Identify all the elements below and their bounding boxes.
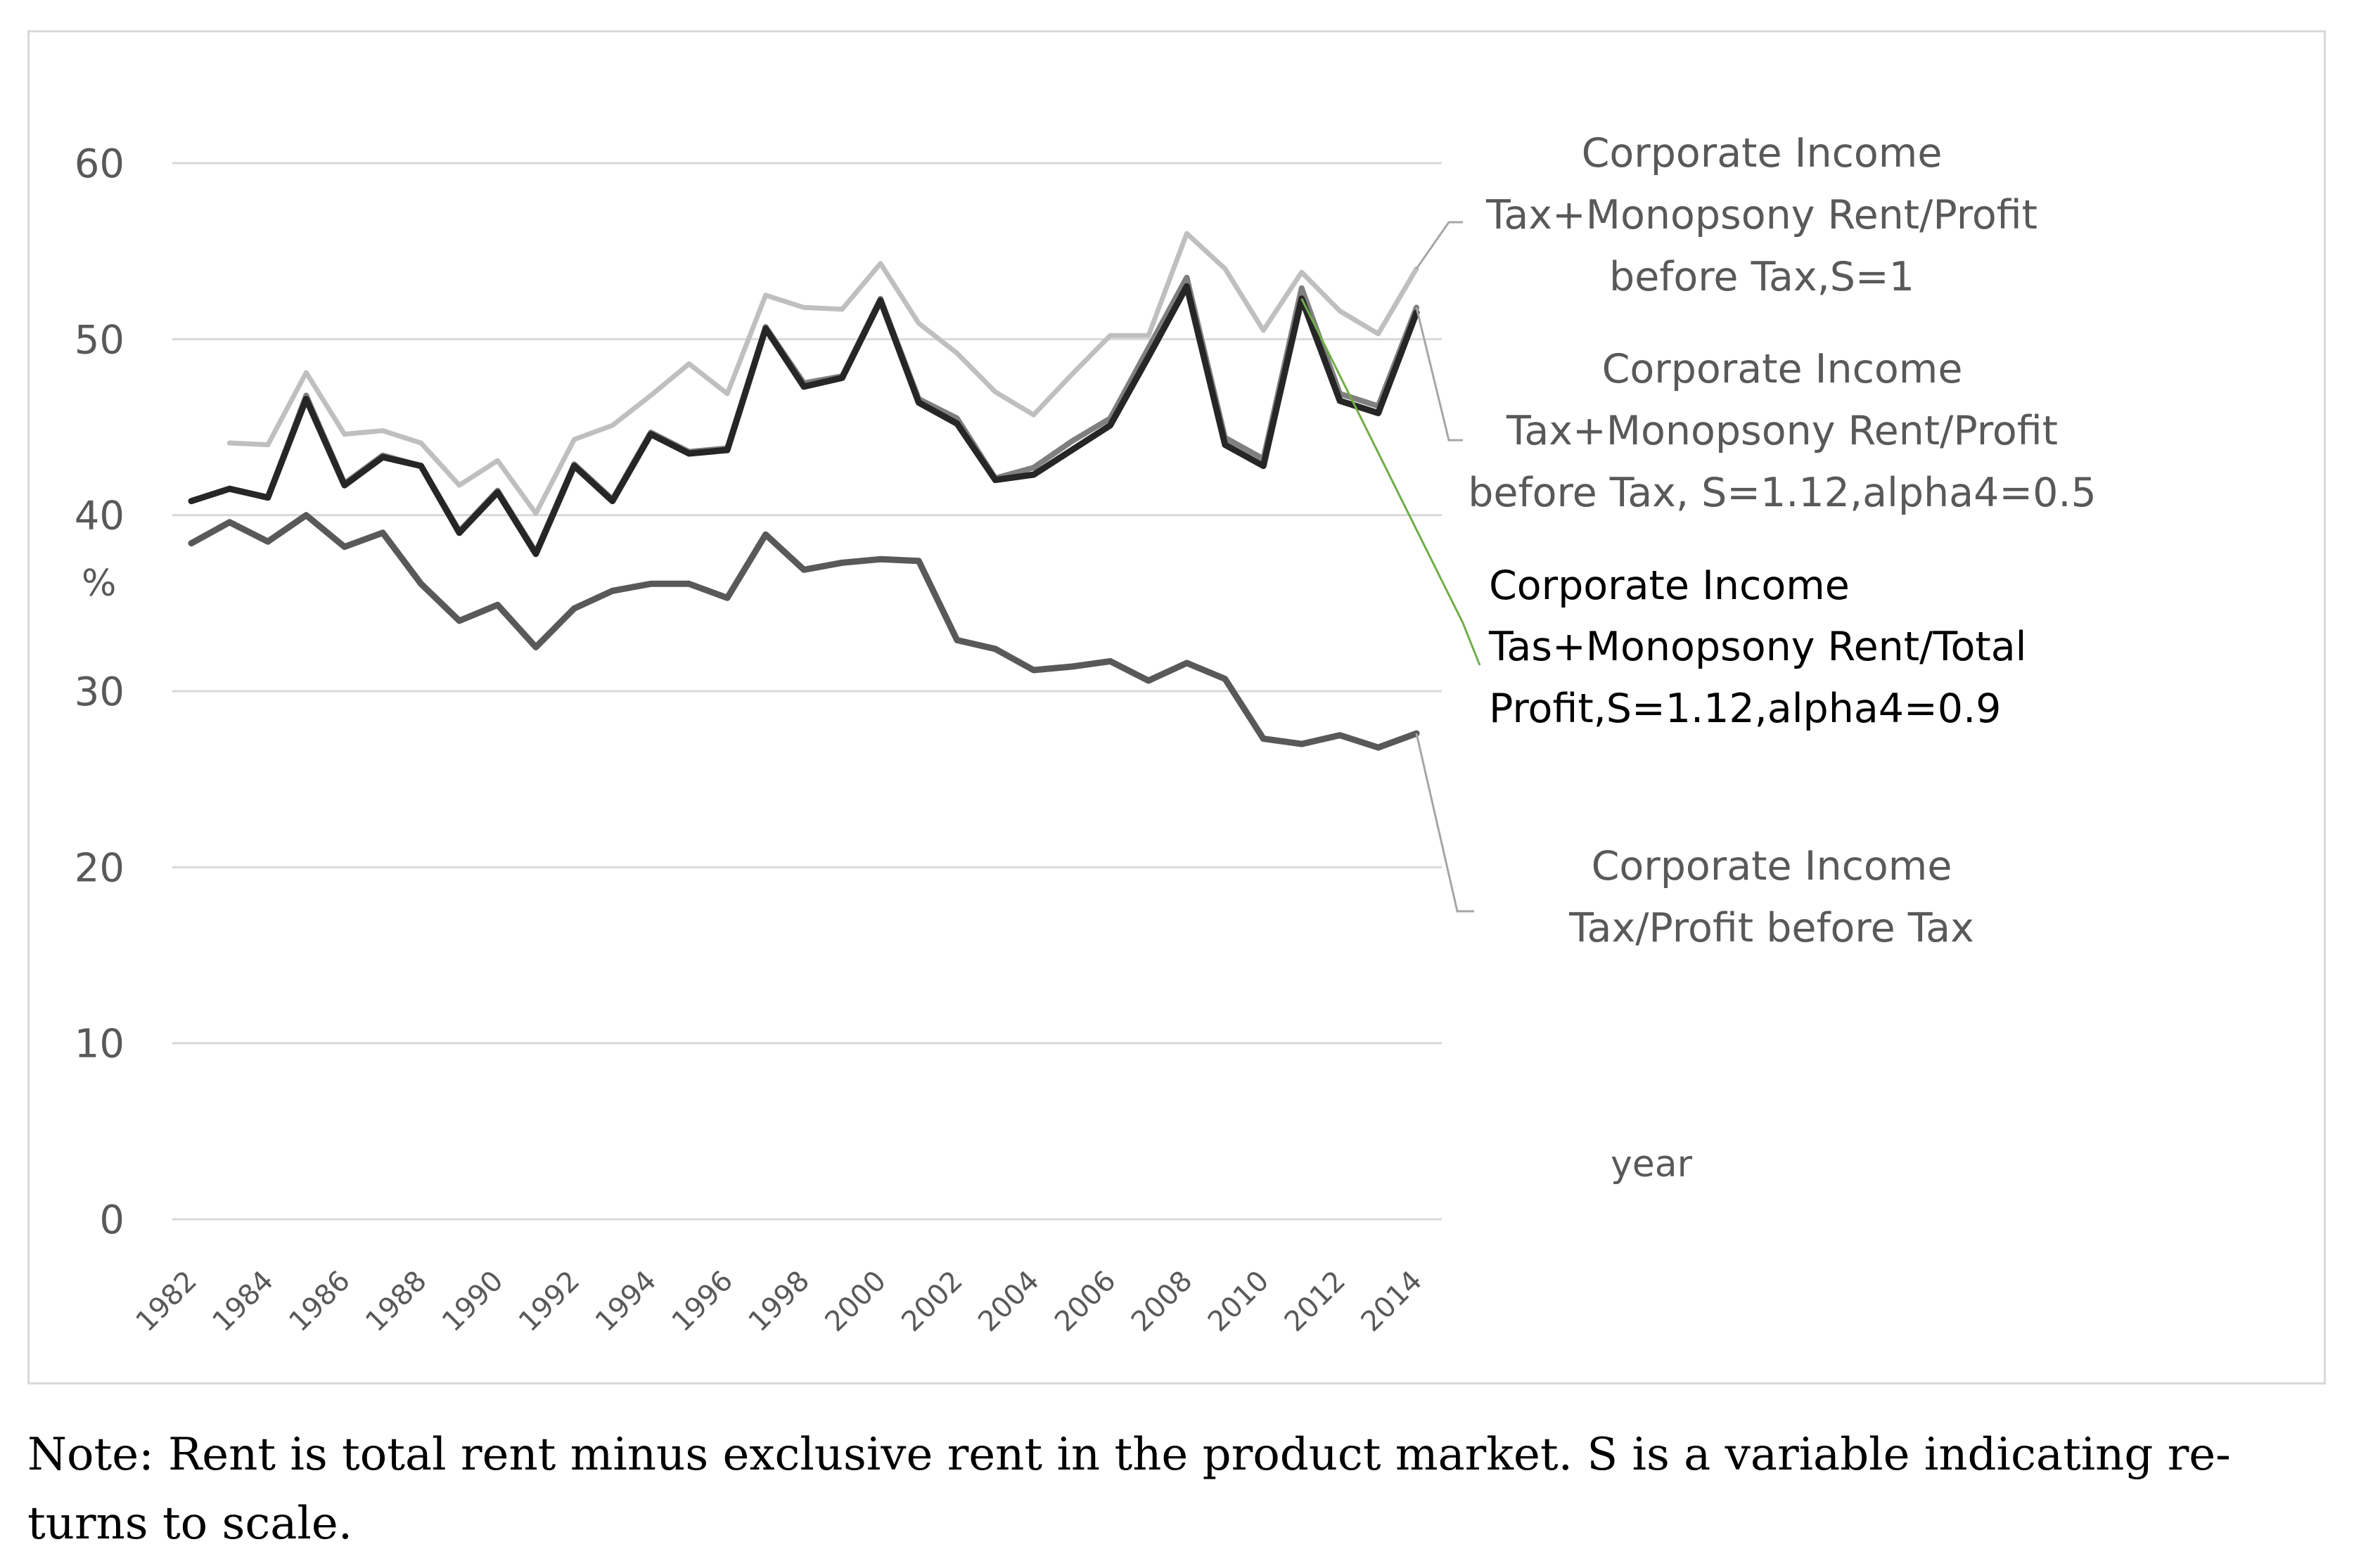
x-tick-1992: 1992 (513, 1265, 587, 1339)
legend-series-2-line-1: Corporate Income (1602, 346, 1963, 392)
legend-series-1-line-1: Corporate Income (1582, 130, 1943, 176)
y-tick-0: 0 (99, 1197, 124, 1243)
legend-series-1: Corporate Income Tax+Monopsony Rent/Prof… (1485, 130, 2038, 300)
leader-series-1 (1415, 221, 1463, 270)
legend-series-3-line-1: Corporate Income (1489, 563, 1850, 609)
x-tick-1998: 1998 (743, 1265, 817, 1339)
legend-series-3: Corporate Income Tas+Monopsony Rent/Tota… (1488, 563, 2026, 732)
x-axis-label: year (1611, 1143, 1693, 1185)
legend-series-4-line-2: Tax/Profit before Tax (1568, 905, 1974, 951)
note-line-1: Note: Rent is total rent minus exclusive… (27, 1429, 2231, 1481)
legend-series-3-line-3: Profit,S=1.12,alpha4=0.9 (1489, 686, 2001, 732)
x-tick-1982: 1982 (130, 1265, 204, 1339)
x-tick-2012: 2012 (1279, 1265, 1352, 1339)
x-tick-1984: 1984 (206, 1265, 280, 1339)
series-lines (188, 231, 1420, 751)
y-tick-labels: 0 10 20 30 40 50 60 (75, 141, 124, 1243)
x-tick-1990: 1990 (436, 1265, 510, 1339)
y-tick-20: 20 (75, 845, 124, 891)
legend-leader-lines (1300, 221, 1481, 913)
gridlines (172, 162, 1442, 1221)
x-tick-2006: 2006 (1049, 1265, 1122, 1339)
x-tick-2008: 2008 (1125, 1265, 1199, 1339)
series-line-2 (188, 274, 1419, 555)
y-tick-40: 40 (75, 494, 124, 539)
series-line-4 (188, 512, 1420, 751)
y-axis-label: % (82, 563, 116, 605)
x-tick-2004: 2004 (972, 1265, 1046, 1339)
legend-series-2-line-2: Tax+Monopsony Rent/Profit (1506, 408, 2058, 454)
legend-series-3-line-2: Tas+Monopsony Rent/Total (1488, 624, 2026, 670)
x-tick-1986: 1986 (283, 1265, 357, 1339)
note-line-2: turns to scale. (27, 1498, 353, 1550)
x-tick-2014: 2014 (1355, 1265, 1429, 1339)
legend-series-2: Corporate Income Tax+Monopsony Rent/Prof… (1468, 346, 2097, 516)
series-line-1 (226, 231, 1419, 516)
legend-series-2-line-3: before Tax, S=1.12,alpha4=0.5 (1468, 470, 2097, 516)
x-tick-2010: 2010 (1202, 1265, 1276, 1339)
legend-series-1-line-3: before Tax,S=1 (1609, 254, 1914, 300)
legend-series-4-line-1: Corporate Income (1592, 843, 1952, 889)
legend-series-4: Corporate Income Tax/Profit before Tax (1568, 843, 1974, 951)
chart-frame: 0 10 20 30 40 50 60 1982 1984 1986 1988 1990 1992 19… (27, 30, 2326, 1384)
leader-series-4 (1415, 733, 1474, 913)
leader-series-3 (1300, 298, 1481, 666)
figure-note: Note: Rent is total rent minus exclusive… (27, 1420, 2243, 1558)
series-line-3 (188, 283, 1420, 558)
legend-series-1-line-2: Tax+Monopsony Rent/Profit (1485, 192, 2038, 238)
y-tick-50: 50 (75, 317, 124, 363)
x-tick-labels: 1982 1984 1986 1988 1990 1992 1994 1996 1998 2000… (130, 1265, 1429, 1339)
x-tick-2002: 2002 (895, 1265, 969, 1339)
x-tick-1988: 1988 (359, 1265, 433, 1339)
y-tick-60: 60 (75, 141, 124, 187)
x-tick-1994: 1994 (589, 1265, 663, 1339)
leader-series-2 (1415, 307, 1463, 442)
x-tick-1996: 1996 (666, 1265, 740, 1339)
y-tick-30: 30 (75, 669, 124, 715)
y-tick-10: 10 (75, 1022, 124, 1067)
x-tick-2000: 2000 (819, 1265, 893, 1339)
